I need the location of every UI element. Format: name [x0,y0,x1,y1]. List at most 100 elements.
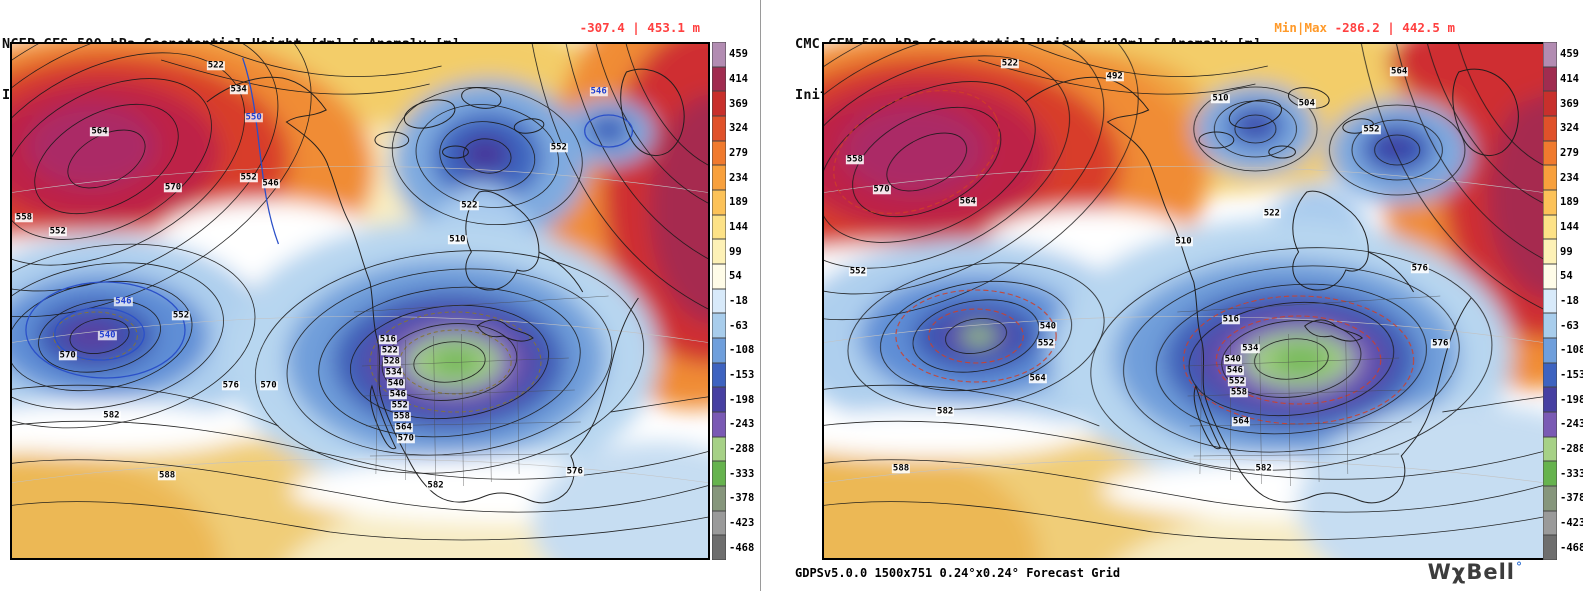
colorbar-tick-label: 189 [1560,196,1579,209]
colorbar-swatch [712,412,726,437]
colorbar-swatch [712,239,726,265]
colorbar-tick-label: 414 [729,73,748,85]
colorbar-swatch [1543,288,1557,314]
colorbar-tick-label: -423 [1560,517,1583,530]
colorbar-row: -108 [1543,338,1583,363]
colorbar-swatch [1543,535,1557,561]
colorbar-row: -333 [712,461,755,487]
colorbar-row: 459 [1543,42,1583,67]
colorbar-tick-label: -333 [1560,467,1583,480]
gem-minmax-value: -286.2 | 442.5 m [1334,20,1455,35]
colorbar-row: -333 [1543,461,1583,487]
colorbar-row: 144 [712,214,754,240]
colorbar-tick-label: -288 [729,443,755,456]
colorbar-tick-label: 189 [729,196,748,209]
colorbar-tick-label: -198 [1560,393,1583,406]
colorbar-row: -198 [712,387,755,413]
colorbar-row: -198 [1543,387,1583,413]
colorbar-tick-label: 279 [729,147,748,160]
colorbar-swatch [1543,140,1557,166]
colorbar-tick-label: 324 [1560,122,1579,135]
colorbar-tick-label: 369 [1560,97,1579,110]
colorbar-row: -63 [712,313,754,339]
colorbar-row: 414 [1543,66,1583,92]
colorbar-row: -378 [712,486,754,511]
colorbar-tick-label: -63 [729,319,748,332]
gfs-colorbar: 459 414 369 324 279 234 189 144 99 54 -18 -63 -108 -1… [712,42,755,561]
colorbar-tick-label: 459 [729,48,748,61]
colorbar-swatch [1543,436,1557,462]
colorbar-tick-label: -243 [729,418,755,431]
colorbar-row: -423 [712,510,755,536]
colorbar-swatch [712,387,726,413]
colorbar-row: -468 [712,535,755,561]
colorbar-swatch [1543,264,1557,289]
colorbar-tick-label: 279 [1560,147,1579,160]
colorbar-swatch [1543,66,1557,92]
colorbar-tick-label: 234 [1560,171,1579,184]
colorbar-row: 369 [712,91,754,117]
colorbar-tick-label: -243 [1560,418,1583,431]
colorbar-row: 279 [1543,140,1583,166]
colorbar-row: 279 [712,140,754,166]
colorbar-swatch [1543,116,1557,141]
colorbar-row: 99 [1543,239,1583,265]
colorbar-swatch [1543,313,1557,339]
colorbar-row: -243 [712,412,754,437]
colorbar-row: -63 [1543,313,1583,339]
colorbar-row: 99 [712,239,754,265]
colorbar-row: 414 [712,66,754,92]
gfs-panel: NCEP GFS 500 hPa Geopotential Height [dm… [0,0,755,591]
colorbar-tick-label: 324 [729,122,748,135]
gem-minmax: Min|Max -286.2 | 442.5 m [1229,5,1455,50]
gfs-map: 522 534 550 564 570 552 546 558 552 546 540 552 570 5… [10,42,710,560]
wxbell-logo-degree: ° [1516,560,1523,574]
colorbar-tick-label: 234 [729,171,748,184]
colorbar-row: 234 [1543,165,1583,191]
colorbar-tick-label: -63 [1560,319,1579,332]
colorbar-tick-label: -153 [729,369,755,382]
colorbar-row: 459 [712,42,754,67]
colorbar-swatch [1543,412,1557,437]
colorbar-swatch [712,66,726,92]
colorbar-row: 189 [712,190,754,215]
colorbar-tick-label: -423 [729,517,755,530]
colorbar-tick-label: 144 [729,221,748,234]
colorbar-swatch [1543,461,1557,487]
colorbar-row: 324 [1543,116,1583,141]
colorbar-swatch [712,461,726,487]
colorbar-row: -108 [712,338,754,363]
panel-divider [760,0,761,591]
colorbar-tick-label: 459 [1560,48,1579,61]
colorbar-tick-label: -333 [729,467,755,480]
colorbar-tick-label: -468 [729,541,755,554]
gem-panel: CMC GEM 500 hPa Geopotential Height [x10… [790,0,1583,591]
colorbar-swatch [712,91,726,117]
colorbar-swatch [712,42,726,67]
colorbar-row: 54 [1543,264,1583,289]
colorbar-swatch [712,338,726,363]
colorbar-tick-label: -153 [1560,369,1583,382]
colorbar-row: -153 [1543,362,1583,388]
grid-info-text: GDPSv5.0.0 1500x751 0.24°x0.24° Forecast… [795,566,1121,580]
colorbar-tick-label: 144 [1560,221,1579,234]
colorbar-tick-label: 54 [1560,270,1573,283]
colorbar-row: -243 [1543,412,1583,437]
colorbar-tick-label: -18 [1560,295,1579,308]
colorbar-row: -378 [1543,486,1583,511]
colorbar-tick-label: -378 [729,492,755,505]
gfs-anomaly-field [12,44,708,558]
colorbar-row: -468 [1543,535,1583,561]
colorbar-swatch [1543,165,1557,191]
colorbar-swatch [1543,190,1557,215]
colorbar-tick-label: -198 [729,393,755,406]
colorbar-tick-label: -108 [1560,344,1583,357]
colorbar-swatch [1543,91,1557,117]
colorbar-tick-label: -108 [729,344,755,357]
colorbar-swatch [712,165,726,191]
colorbar-row: 189 [1543,190,1583,215]
gem-minmax-label: Min|Max [1274,20,1335,35]
colorbar-row: -18 [1543,288,1583,314]
colorbar-row: 324 [712,116,754,141]
